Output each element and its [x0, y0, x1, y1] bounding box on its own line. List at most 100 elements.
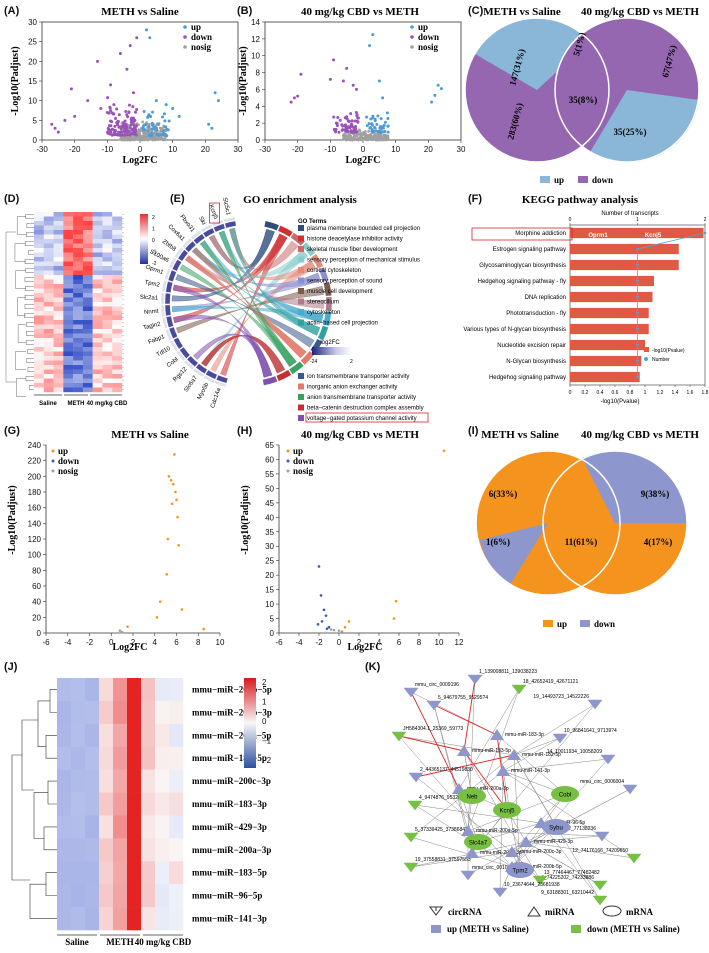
down-point	[355, 119, 359, 123]
down-point	[354, 110, 358, 114]
y-tick-label: 35	[265, 528, 274, 537]
heat-cell	[112, 365, 123, 370]
down-point	[128, 103, 132, 107]
heat-cell	[82, 351, 93, 357]
kegg-bar	[570, 339, 645, 351]
panel-a-title: METH vs Saline	[101, 6, 179, 18]
circrna-node	[492, 887, 508, 898]
dendro-branch	[28, 250, 34, 255]
down-point	[345, 127, 349, 131]
down-point	[110, 111, 114, 115]
heat-cell	[102, 374, 113, 379]
down-point	[299, 72, 303, 76]
heat-cell	[155, 815, 170, 839]
gene-arc	[172, 259, 182, 272]
up-point	[343, 625, 347, 629]
x-tick-label: 0	[138, 145, 143, 154]
circrna-node	[391, 731, 407, 742]
heat-cell	[73, 288, 84, 294]
heat-cell	[102, 356, 113, 361]
y-tick-label: 40	[265, 513, 274, 522]
heat-cell	[99, 838, 114, 862]
heat-cell	[73, 248, 84, 253]
gene-fc-arc	[160, 292, 165, 305]
heat-cell	[34, 333, 44, 339]
dendro-branch	[25, 340, 34, 345]
heat-cell	[73, 270, 84, 276]
down-point	[114, 117, 118, 121]
legend-down: down	[594, 619, 615, 629]
gene-label: Slc5c1	[221, 197, 231, 217]
panel-i-left-title: METH vs Saline	[481, 429, 559, 441]
heat-cell	[102, 302, 113, 307]
heat-cell	[92, 243, 103, 249]
up-point	[394, 599, 398, 603]
edge	[502, 770, 635, 859]
heat-cell	[169, 723, 184, 748]
heat-cell	[82, 369, 93, 375]
heat-cell	[82, 378, 93, 384]
up-point	[158, 600, 162, 603]
gene-label: Rgs12	[172, 366, 189, 383]
gene-arc	[205, 369, 218, 380]
legend-up-swatch	[543, 620, 553, 627]
circrna-node	[594, 831, 610, 842]
heat-cell	[43, 356, 54, 361]
heat-cell	[71, 700, 86, 725]
nosig-point	[155, 137, 159, 141]
dendro-branch	[29, 385, 34, 390]
venn-i-label-4: 11(61%)	[565, 537, 598, 547]
heat-cell	[73, 225, 84, 231]
x-tick-label: 30	[234, 145, 243, 154]
term-label: inorganic anion exchanger activity	[307, 385, 397, 391]
term-swatch	[298, 394, 304, 400]
mrna-label: Neb	[466, 795, 478, 801]
heat-cell	[169, 838, 184, 862]
heat-cell	[34, 315, 44, 321]
heat-cell	[53, 234, 64, 240]
term-swatch	[298, 415, 304, 421]
down-point	[351, 83, 355, 87]
venn-i-label-1: 6(33%)	[489, 489, 518, 499]
panel-k-legend: circRNA miRNA mRNA up (METH vs Saline) d…	[429, 905, 680, 934]
heat-cell	[112, 243, 123, 249]
up-point	[373, 125, 377, 129]
heat-cell	[99, 907, 114, 931]
x-tick-label: 8	[417, 638, 422, 647]
heat-cell	[34, 230, 44, 235]
down-point	[119, 127, 123, 131]
up-point	[175, 498, 178, 502]
x-tick-label: 1.6	[687, 390, 694, 396]
heat-cell	[73, 212, 84, 217]
pathway-label: Estrogen signaling pathway	[493, 247, 566, 253]
heat-cell	[82, 266, 93, 271]
panel-b-points	[289, 33, 443, 142]
term-label: plasma membrane bounded cell projection	[307, 226, 420, 232]
heat-cell	[102, 351, 113, 357]
heat-cell	[57, 746, 72, 770]
heat-cell	[112, 257, 123, 262]
heat-cell	[53, 221, 64, 226]
panel-e-title: GO enrichment analysis	[243, 194, 357, 206]
legend-down: down	[293, 456, 314, 466]
dendro-branch	[47, 780, 57, 805]
gene-fc-arc	[174, 247, 184, 259]
heat-cell	[102, 342, 113, 348]
heat-cell	[63, 324, 74, 330]
heat-cell	[82, 248, 93, 253]
nosig-point	[340, 630, 344, 633]
heat-cell	[99, 746, 114, 770]
chord	[199, 240, 297, 367]
down-point	[320, 620, 324, 623]
circrna-node	[467, 674, 483, 685]
down-point	[117, 125, 121, 129]
legend-down-dot	[410, 35, 414, 39]
gene-label: Cobl	[166, 357, 179, 369]
heat-cell	[43, 351, 54, 357]
dendro-branch	[37, 700, 50, 748]
legend-up-dot	[286, 449, 290, 453]
mrna-node	[458, 788, 486, 804]
heat-cell	[73, 252, 84, 258]
down-point	[341, 128, 345, 132]
up-point	[155, 616, 159, 619]
